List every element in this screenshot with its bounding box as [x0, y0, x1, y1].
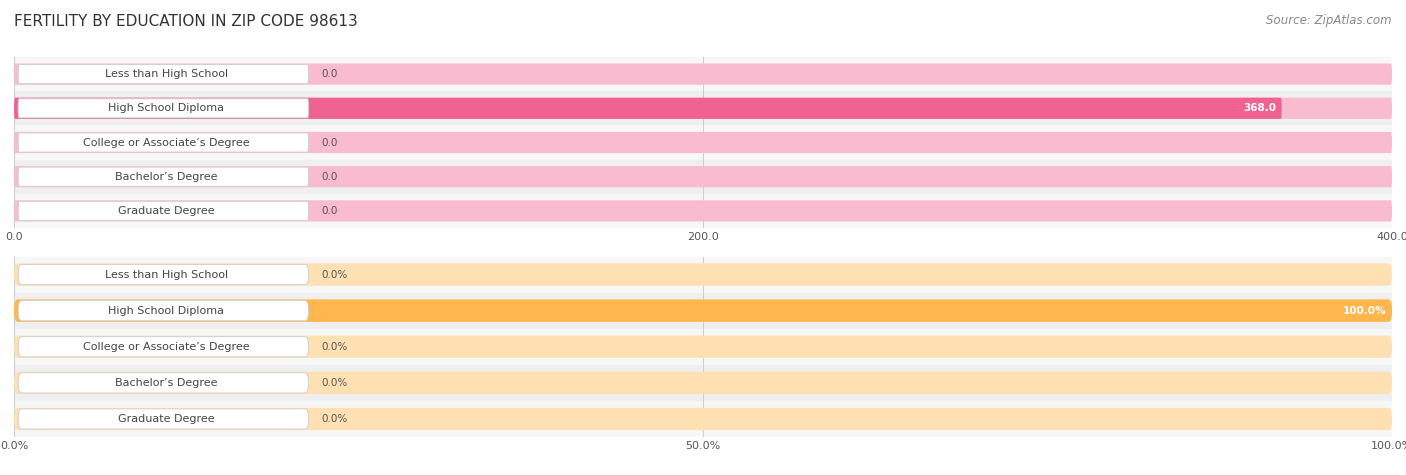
Bar — [14, 91, 1392, 125]
FancyBboxPatch shape — [18, 167, 308, 186]
Text: College or Associate’s Degree: College or Associate’s Degree — [83, 342, 250, 352]
FancyBboxPatch shape — [18, 301, 308, 321]
Bar — [14, 365, 1392, 401]
Text: High School Diploma: High School Diploma — [108, 305, 225, 316]
Text: High School Diploma: High School Diploma — [108, 103, 225, 114]
Text: FERTILITY BY EDUCATION IN ZIP CODE 98613: FERTILITY BY EDUCATION IN ZIP CODE 98613 — [14, 14, 357, 29]
FancyBboxPatch shape — [18, 409, 308, 429]
FancyBboxPatch shape — [14, 98, 1282, 119]
Text: 0.0%: 0.0% — [322, 378, 347, 388]
Text: Graduate Degree: Graduate Degree — [118, 414, 215, 424]
FancyBboxPatch shape — [14, 299, 1392, 322]
FancyBboxPatch shape — [18, 265, 308, 285]
Text: Bachelor’s Degree: Bachelor’s Degree — [115, 171, 218, 182]
FancyBboxPatch shape — [18, 133, 308, 152]
FancyBboxPatch shape — [18, 337, 308, 357]
Text: College or Associate’s Degree: College or Associate’s Degree — [83, 137, 250, 148]
Text: 0.0: 0.0 — [322, 137, 337, 148]
Text: 0.0%: 0.0% — [322, 342, 347, 352]
Bar — [14, 57, 1392, 91]
Bar — [14, 256, 1392, 293]
Text: 0.0%: 0.0% — [322, 414, 347, 424]
FancyBboxPatch shape — [18, 65, 308, 84]
Text: Less than High School: Less than High School — [105, 69, 228, 79]
Bar — [14, 125, 1392, 160]
Text: 100.0%: 100.0% — [1343, 305, 1386, 316]
Bar — [14, 160, 1392, 194]
Bar — [14, 329, 1392, 365]
FancyBboxPatch shape — [14, 408, 1392, 430]
Text: Graduate Degree: Graduate Degree — [118, 206, 215, 216]
Text: Bachelor’s Degree: Bachelor’s Degree — [115, 378, 218, 388]
Text: 0.0: 0.0 — [322, 206, 337, 216]
Text: 0.0: 0.0 — [322, 69, 337, 79]
Text: Source: ZipAtlas.com: Source: ZipAtlas.com — [1267, 14, 1392, 27]
FancyBboxPatch shape — [14, 200, 1392, 221]
Bar — [14, 401, 1392, 437]
FancyBboxPatch shape — [18, 99, 308, 118]
FancyBboxPatch shape — [18, 201, 308, 220]
Text: 0.0: 0.0 — [322, 171, 337, 182]
Text: Less than High School: Less than High School — [105, 269, 228, 280]
FancyBboxPatch shape — [14, 335, 1392, 358]
FancyBboxPatch shape — [14, 299, 1392, 322]
FancyBboxPatch shape — [14, 132, 1392, 153]
FancyBboxPatch shape — [14, 371, 1392, 394]
Bar — [14, 194, 1392, 228]
FancyBboxPatch shape — [18, 373, 308, 393]
FancyBboxPatch shape — [14, 263, 1392, 286]
Text: 368.0: 368.0 — [1243, 103, 1277, 114]
FancyBboxPatch shape — [14, 98, 1392, 119]
Text: 0.0%: 0.0% — [322, 269, 347, 280]
FancyBboxPatch shape — [14, 166, 1392, 187]
FancyBboxPatch shape — [14, 64, 1392, 85]
Bar — [14, 293, 1392, 329]
